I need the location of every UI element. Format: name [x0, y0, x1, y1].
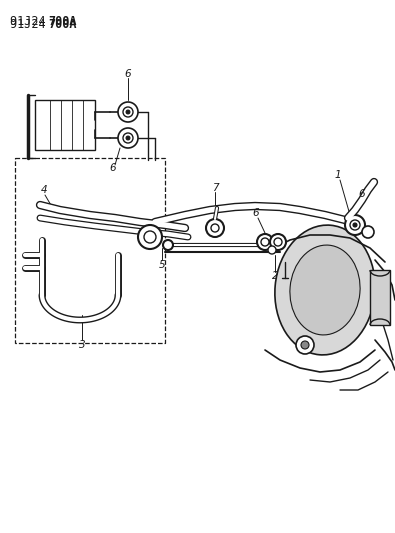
Text: 3: 3 [79, 340, 85, 350]
Circle shape [270, 234, 286, 250]
Circle shape [274, 238, 282, 246]
Circle shape [257, 234, 273, 250]
Text: 6: 6 [110, 163, 116, 173]
Circle shape [362, 226, 374, 238]
Text: 6: 6 [253, 208, 259, 218]
Bar [35, 100, 95, 150]
Text: 6: 6 [125, 69, 131, 79]
Text: 6: 6 [359, 189, 365, 199]
Text: 5: 5 [159, 260, 166, 270]
Circle shape [350, 220, 360, 230]
Circle shape [353, 223, 357, 227]
Circle shape [211, 224, 219, 232]
Ellipse shape [290, 245, 360, 335]
Circle shape [118, 128, 138, 148]
Text: 4: 4 [41, 185, 47, 195]
Circle shape [126, 110, 130, 114]
Circle shape [138, 225, 162, 249]
Text: 700A: 700A [48, 18, 77, 31]
Text: 7: 7 [212, 183, 218, 193]
Circle shape [126, 136, 130, 140]
Circle shape [206, 219, 224, 237]
Circle shape [118, 102, 138, 122]
Circle shape [296, 336, 314, 354]
Text: 700A: 700A [48, 15, 77, 28]
Circle shape [261, 238, 269, 246]
Circle shape [144, 231, 156, 243]
Circle shape [123, 133, 133, 143]
Circle shape [301, 341, 309, 349]
Circle shape [123, 107, 133, 117]
Text: 91J24: 91J24 [10, 15, 53, 28]
Text: 91J24: 91J24 [10, 18, 53, 31]
Circle shape [345, 215, 365, 235]
Text: 2: 2 [272, 271, 278, 281]
Bar [15, 158, 165, 343]
Bar [370, 270, 390, 325]
Circle shape [163, 240, 173, 250]
Text: 1: 1 [335, 170, 341, 180]
Circle shape [268, 246, 276, 254]
Ellipse shape [275, 225, 375, 355]
